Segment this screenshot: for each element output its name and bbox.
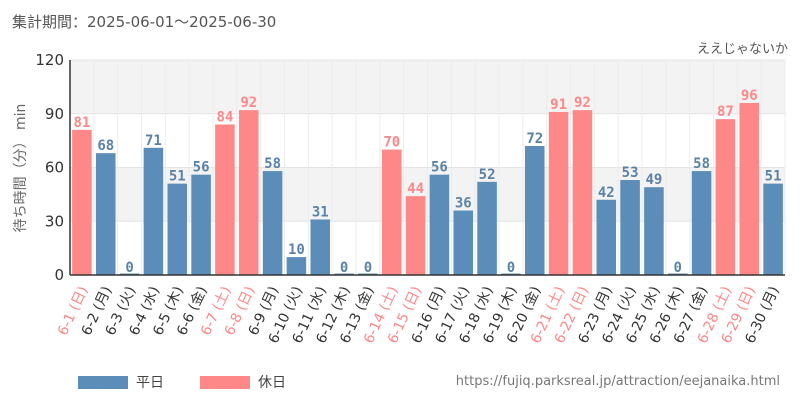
data-label: 84 — [216, 110, 233, 126]
data-label: 0 — [364, 260, 372, 276]
bar[interactable] — [715, 119, 736, 275]
data-label: 56 — [431, 160, 448, 176]
bar[interactable] — [72, 129, 92, 275]
bar[interactable] — [524, 146, 545, 275]
attraction-name: ええじゃないか — [696, 42, 788, 57]
y-tick-label: 0 — [54, 266, 64, 284]
y-tick-label: 30 — [45, 212, 64, 230]
bar[interactable] — [644, 187, 664, 275]
data-label: 58 — [693, 156, 710, 172]
data-label: 0 — [674, 260, 682, 276]
bar[interactable] — [191, 174, 211, 275]
data-label: 87 — [717, 104, 734, 120]
bar[interactable] — [548, 111, 569, 275]
legend-label-holiday: 休日 — [258, 375, 286, 391]
bar[interactable] — [572, 110, 593, 276]
data-label: 42 — [598, 185, 615, 201]
bar[interactable] — [763, 183, 783, 275]
data-label: 52 — [479, 167, 496, 183]
bar[interactable] — [381, 149, 402, 275]
data-label: 70 — [383, 135, 400, 151]
x-axis-labels: 6-1 (日)6-2 (月)6-3 (火)6-4 (水)6-5 (木)6-6 (… — [55, 284, 783, 346]
data-label: 31 — [312, 204, 329, 220]
bar[interactable] — [429, 174, 450, 275]
data-label: 92 — [240, 95, 257, 111]
data-label: 10 — [288, 242, 305, 258]
data-label: 72 — [526, 131, 543, 147]
bar[interactable] — [405, 196, 426, 275]
legend-swatch-weekday — [78, 375, 128, 389]
bar[interactable] — [310, 219, 331, 275]
data-label: 0 — [507, 260, 515, 276]
data-label: 92 — [574, 95, 591, 111]
data-label: 0 — [125, 260, 133, 276]
bar[interactable] — [596, 199, 617, 275]
data-label: 96 — [741, 88, 758, 104]
legend-label-weekday: 平日 — [136, 375, 164, 391]
data-label: 68 — [97, 138, 114, 154]
data-label: 49 — [645, 172, 662, 188]
data-label: 51 — [765, 169, 782, 185]
bar[interactable] — [167, 183, 188, 275]
bar[interactable] — [95, 153, 116, 275]
legend-swatch-holiday — [200, 375, 250, 389]
legend: 平日 休日 — [78, 372, 322, 392]
bar[interactable] — [215, 124, 235, 276]
bar[interactable] — [739, 103, 760, 275]
bar[interactable] — [143, 147, 164, 275]
period-text: 集計期間：2025-06-01～2025-06-30 — [12, 13, 277, 31]
y-axis-label: 待ち時間（分） min — [13, 104, 29, 233]
bar[interactable] — [453, 210, 474, 276]
y-tick-label: 90 — [45, 105, 64, 123]
y-tick-label: 120 — [35, 51, 64, 69]
wait-time-chart: 0 30 60 90 120 待ち時間（分） min 81 68 0 71 51 56 84 92 58… — [13, 51, 786, 346]
data-label: 71 — [145, 133, 162, 149]
bar[interactable] — [620, 180, 640, 275]
data-label: 58 — [264, 156, 281, 172]
legend-item-holiday[interactable]: 休日 — [200, 372, 286, 392]
bar[interactable] — [691, 171, 712, 275]
data-label: 44 — [407, 181, 424, 197]
source-url: https://fujiq.parksreal.jp/attraction/ee… — [455, 374, 780, 389]
bar[interactable] — [477, 181, 497, 275]
bar[interactable] — [238, 110, 259, 276]
bar[interactable] — [262, 171, 283, 275]
y-tick-label: 60 — [45, 159, 64, 177]
data-label: 53 — [622, 165, 639, 181]
data-label: 56 — [193, 160, 210, 176]
data-label: 0 — [340, 260, 348, 276]
bars — [72, 103, 783, 276]
y-axis-ticks: 0 30 60 90 120 — [35, 51, 64, 284]
data-label: 91 — [550, 97, 567, 113]
data-label: 36 — [455, 196, 472, 212]
bar[interactable] — [286, 257, 307, 275]
legend-item-weekday[interactable]: 平日 — [78, 372, 164, 392]
data-label: 51 — [169, 169, 186, 185]
data-label: 81 — [73, 115, 90, 131]
